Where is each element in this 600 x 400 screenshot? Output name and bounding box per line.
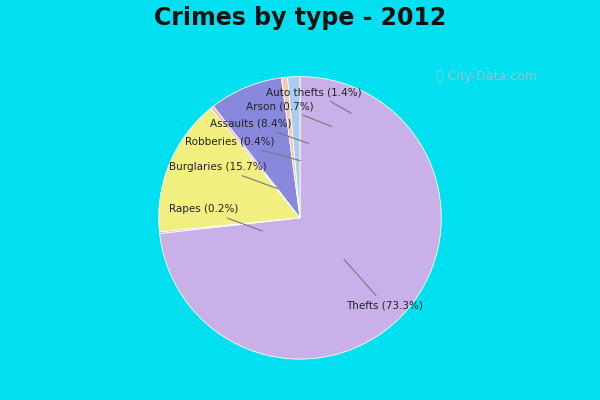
Text: ⓘ City-Data.com: ⓘ City-Data.com bbox=[436, 70, 536, 83]
Wedge shape bbox=[160, 76, 441, 359]
Text: Thefts (73.3%): Thefts (73.3%) bbox=[344, 260, 423, 310]
Title: Crimes by type - 2012: Crimes by type - 2012 bbox=[154, 6, 446, 30]
Wedge shape bbox=[287, 76, 300, 218]
Text: Burglaries (15.7%): Burglaries (15.7%) bbox=[169, 162, 278, 189]
Text: Auto thefts (1.4%): Auto thefts (1.4%) bbox=[266, 87, 362, 113]
Wedge shape bbox=[159, 108, 300, 232]
Wedge shape bbox=[281, 77, 300, 218]
Text: Robberies (0.4%): Robberies (0.4%) bbox=[185, 136, 300, 160]
Text: Arson (0.7%): Arson (0.7%) bbox=[247, 101, 331, 126]
Text: Rapes (0.2%): Rapes (0.2%) bbox=[169, 204, 262, 231]
Wedge shape bbox=[211, 106, 300, 218]
Wedge shape bbox=[160, 218, 300, 234]
Wedge shape bbox=[214, 78, 300, 218]
Text: Assaults (8.4%): Assaults (8.4%) bbox=[210, 118, 308, 144]
